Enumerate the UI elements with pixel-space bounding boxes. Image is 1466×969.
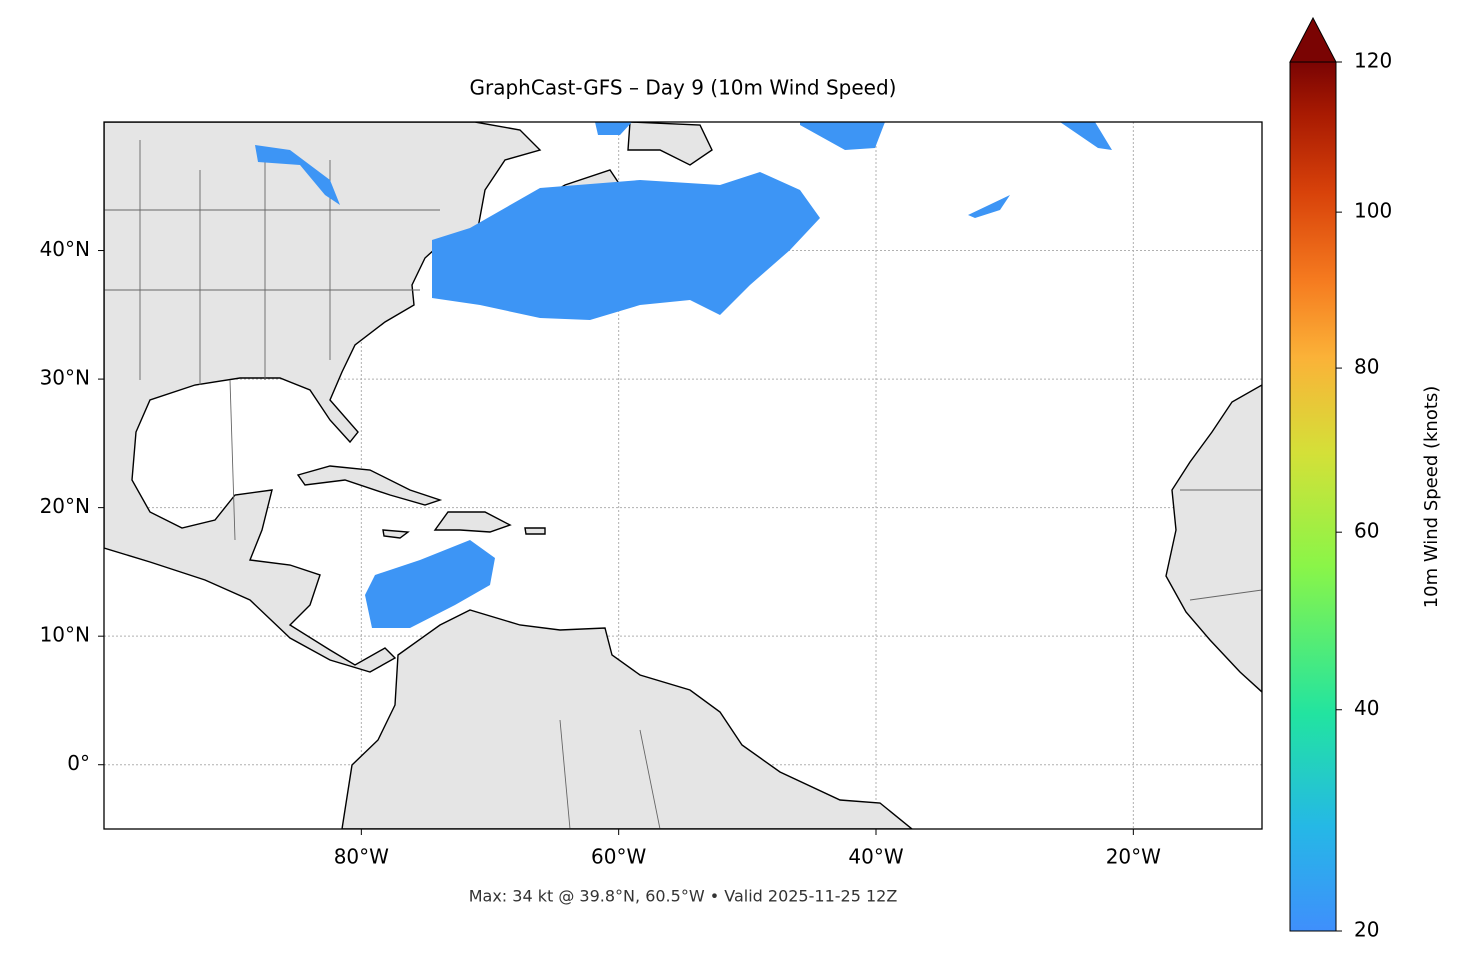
- jamaica: [382, 529, 410, 539]
- x-tick-label: 60°W: [591, 845, 646, 869]
- x-tick-label: 80°W: [334, 845, 389, 869]
- colorbar-extend: [1289, 16, 1337, 63]
- state-borders: [104, 140, 1262, 829]
- colorbar-tick-label: 120: [1354, 49, 1392, 73]
- hispaniola: [433, 511, 512, 533]
- cuba: [296, 465, 443, 506]
- colorbar-tick-label: 100: [1354, 199, 1392, 223]
- y-tick-label: 0°: [67, 751, 90, 775]
- newfoundland: [627, 122, 713, 166]
- colorbar-tick-label: 20: [1354, 918, 1379, 942]
- africa: [1165, 384, 1262, 693]
- puerto-rico: [524, 527, 546, 535]
- colorbar: [1289, 61, 1337, 932]
- y-tick-label: 30°N: [40, 366, 90, 390]
- colorbar-tick-label: 60: [1354, 519, 1379, 543]
- y-tick-label: 10°N: [40, 623, 90, 647]
- wind-field: [595, 122, 1112, 218]
- footer: Max: 34 kt @ 39.8°N, 60.5°W • Valid 2025…: [469, 887, 898, 906]
- south-america: [341, 609, 914, 829]
- colorbar-tick-label: 80: [1354, 355, 1379, 379]
- wind-field: [255, 145, 340, 205]
- north-america: [104, 122, 542, 673]
- map-frame: [103, 121, 1263, 830]
- wind-field: [365, 540, 495, 628]
- colorbar-tick-label: 40: [1354, 696, 1379, 720]
- colorbar-label: 10m Wind Speed (knots): [1421, 386, 1442, 609]
- map: [104, 122, 1262, 829]
- y-tick-label: 40°N: [40, 237, 90, 261]
- y-tick-label: 20°N: [40, 494, 90, 518]
- x-tick-label: 20°W: [1106, 845, 1161, 869]
- x-tick-label: 40°W: [848, 845, 903, 869]
- wind-field: [432, 172, 820, 320]
- chart-title: GraphCast-GFS – Day 9 (10m Wind Speed): [470, 76, 897, 100]
